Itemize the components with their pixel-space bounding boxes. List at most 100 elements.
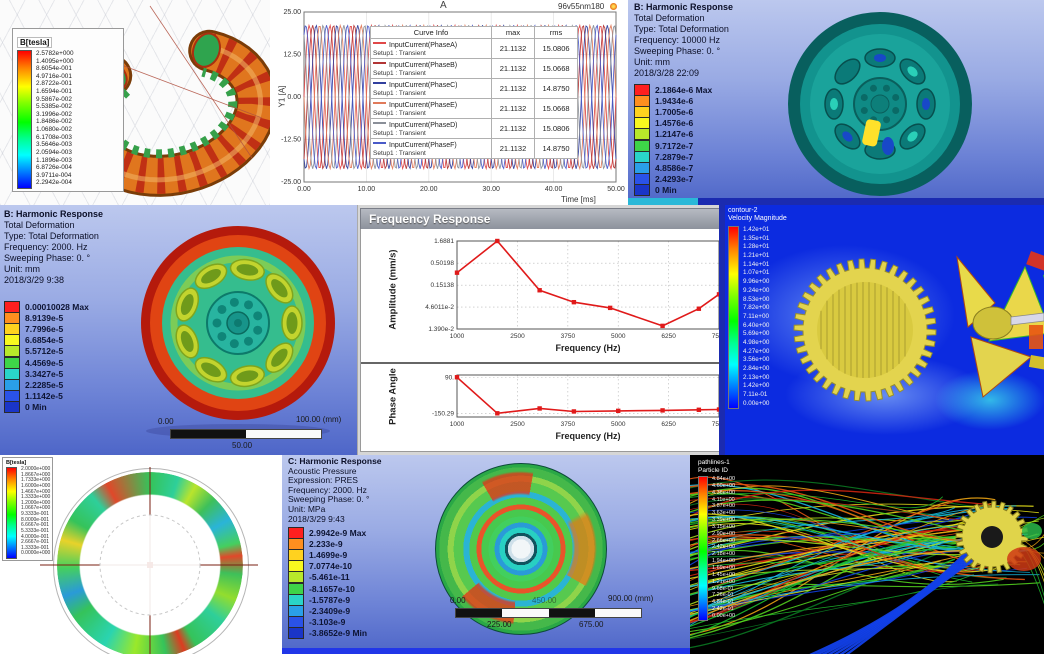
- legend-value: 1.42e+01: [743, 226, 770, 233]
- legend-value: 1.1896e-003: [36, 156, 72, 164]
- panel-separator-accent: [628, 198, 698, 205]
- scale-label-b2: 675.00: [579, 620, 604, 629]
- legend-row: 2.4293e-7: [634, 173, 712, 186]
- legend-value: 4.9716e-001: [36, 72, 72, 80]
- scale-label-left: 0.00: [450, 596, 466, 605]
- plot-corner-label: A: [440, 0, 447, 11]
- legend-value: 4.60e+00: [712, 482, 736, 489]
- legend-value: 2.0000e+000: [21, 466, 51, 472]
- info-line: 2018/3/28 22:09: [634, 68, 700, 78]
- info-line: Frequency: 2000. Hz: [4, 242, 88, 252]
- legend-value: 3.56e+00: [743, 356, 770, 364]
- b-field-legend: B[tesla] 2.5782e+000 1.4095e+000 8.6054e-0…: [12, 28, 124, 192]
- color-scale-bar: [728, 226, 739, 409]
- legend-row: 1.4699e-9: [288, 548, 367, 561]
- legend-color-swatch: [4, 322, 20, 335]
- deformed-wheel-rendering: [141, 226, 335, 438]
- deformation-legend: 2.1864e-6 Max 1.9434e-6 1.7005e-6 1.4576e-6…: [634, 83, 712, 197]
- legend-row: 4.4569e-5: [4, 356, 89, 369]
- legend-row: 0 Min: [634, 184, 712, 197]
- legend-row: 7.7996e-5: [4, 322, 89, 335]
- table-row: InputCurrent(PhaseA) Setup1 : Transient 21…: [370, 38, 578, 59]
- legend-row: 2.1864e-6 Max: [634, 83, 712, 96]
- legend-value: 4.98e+00: [743, 338, 770, 346]
- legend-value: 8.53e+00: [743, 295, 770, 303]
- info-line: Sweeping Phase: 0. °: [634, 46, 721, 56]
- acoustic-disc-arcs: [435, 463, 605, 633]
- legend-value: 3.5646e-003: [36, 141, 72, 149]
- legend-color-swatch: [288, 548, 304, 561]
- svg-text:-12.50: -12.50: [281, 137, 301, 144]
- table-header: max: [491, 26, 535, 39]
- legend-value: 2.233e-9: [309, 538, 343, 549]
- window-titlebar[interactable]: Frequency Response: [360, 208, 726, 230]
- curve-color-swatch: [373, 82, 386, 84]
- legend-value: 1.07e+01: [743, 269, 770, 277]
- legend-color-swatch: [4, 401, 20, 414]
- legend-value: 7.0774e-10: [309, 561, 353, 572]
- curve-color-swatch: [373, 122, 386, 124]
- panel-harmonic-10000hz: B: Harmonic Response Total Deformation Typ…: [628, 0, 1044, 205]
- legend-value: 6.6667e-001: [21, 522, 50, 529]
- legend-value: 6.6854e-5: [25, 335, 64, 346]
- legend-color-swatch: [4, 378, 20, 391]
- info-line: Expression: PRES: [288, 475, 358, 486]
- legend-value: 5.3333e-001: [21, 527, 50, 534]
- legend-value: 3.9711e-004: [36, 171, 72, 179]
- model-label: 96v55nm180: [558, 2, 618, 11]
- legend-color-swatch: [288, 604, 304, 617]
- legend-row: 7.2879e-7: [634, 150, 712, 163]
- legend-values: 2.0000e+000 1.8667e+000 1.7333e+000 1.6000e…: [21, 466, 51, 557]
- svg-text:40.00: 40.00: [545, 186, 563, 193]
- legend-value: 2.2942e-004: [36, 179, 72, 187]
- legend-value: 9.5867e-002: [36, 95, 72, 103]
- chart-window-body: 1000 2500 3750 5000 6250 7500 1.6881 0.50198 0.1…: [360, 229, 726, 452]
- legend-color-swatch: [634, 94, 650, 107]
- legend-value: 0.0000e+000: [21, 550, 51, 557]
- ruler-segment: [456, 609, 503, 617]
- legend-value: 4.84e+00: [712, 476, 736, 482]
- svg-text:7500: 7500: [712, 421, 725, 428]
- phase-chart: 1000 2500 3750 5000 6250 7500 90. -150.29 Freque…: [432, 374, 725, 441]
- legend-value: -3.103e-9: [309, 617, 346, 628]
- legend-value: 1.69e+00: [712, 564, 736, 571]
- svg-text:10.00: 10.00: [358, 186, 376, 193]
- legend-value: 1.7005e-6: [655, 106, 694, 117]
- info-line: Frequency: 10000 Hz: [634, 35, 721, 45]
- legend-color-swatch: [288, 537, 304, 550]
- legend-value: 1.14e+01: [743, 260, 770, 268]
- info-line: Total Deformation: [4, 220, 75, 230]
- legend-row: 1.7005e-6: [634, 105, 712, 118]
- legend-values: 2.5782e+000 1.4095e+000 8.6054e-001 4.9716e…: [36, 50, 74, 187]
- legend-value: 9.3333e-001: [21, 511, 50, 517]
- legend-value: 1.9434e-6: [655, 95, 694, 106]
- legend-color-swatch: [4, 345, 20, 358]
- legend-title-line1: pathlines-1: [698, 459, 730, 466]
- legend-value: 2.8722e-001: [36, 80, 72, 88]
- table-row: InputCurrent(PhaseC) Setup1 : Transient 21…: [370, 78, 578, 99]
- legend-value: 1.2147e-6: [655, 129, 694, 140]
- legend-row: 6.6854e-5: [4, 334, 89, 347]
- legend-color-swatch: [288, 582, 304, 595]
- legend-value: 9.96e+00: [743, 278, 770, 286]
- legend-value: 1.35e+01: [743, 234, 770, 242]
- curve-name: InputCurrent(PhaseF): [389, 142, 457, 149]
- legend-value: 8.6054e-001: [36, 65, 72, 73]
- legend-value: 2.66e+00: [712, 537, 736, 544]
- svg-text:1000: 1000: [450, 333, 465, 340]
- scale-label-mid: 50.00: [232, 441, 253, 450]
- panel-current-plot: 0.00 10.00 20.00 30.00 40.00 50.00 25.00 12.50 0…: [270, 0, 628, 205]
- legend-value: 1.4667e+000: [21, 488, 51, 495]
- legend-row: 2.233e-9: [288, 537, 367, 550]
- legend-row: 1.2147e-6: [634, 128, 712, 141]
- scale-label-b1: 225.00: [487, 620, 512, 629]
- legend-color-swatch: [288, 616, 304, 629]
- curve-rms: 14.8750: [534, 138, 578, 159]
- svg-text:3750: 3750: [561, 421, 576, 428]
- legend-value: 5.5712e-5: [25, 346, 64, 357]
- legend-color-swatch: [634, 105, 650, 118]
- chart-divider: [361, 362, 725, 364]
- pressure-legend: 2.9942e-9 Max 2.233e-9 1.4699e-9 7.0774e-10…: [288, 526, 367, 640]
- ruler-segment: [246, 430, 321, 438]
